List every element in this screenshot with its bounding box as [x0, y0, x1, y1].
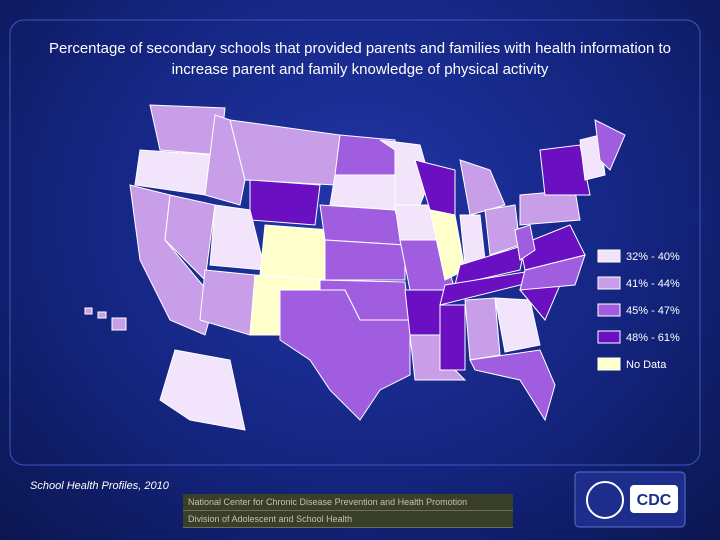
- panel: [9, 19, 701, 466]
- legend-label: 45% - 47%: [626, 305, 680, 317]
- footer: National Center for Chronic Disease Prev…: [183, 494, 513, 528]
- logo: CDC: [574, 471, 686, 528]
- legend-swatch: [597, 357, 621, 371]
- legend: 32% - 40% 41% - 44% 45% - 47% 48% - 61% No D…: [597, 249, 680, 371]
- legend-label: 32% - 40%: [626, 251, 680, 263]
- legend-swatch: [597, 249, 621, 263]
- legend-swatch: [597, 330, 621, 344]
- legend-swatch: [597, 276, 621, 290]
- legend-swatch: [597, 303, 621, 317]
- title: Percentage of secondary schools that pro…: [48, 40, 672, 78]
- footer-line: Division of Adolescent and School Health: [183, 511, 513, 528]
- logo-text: CDC: [637, 492, 672, 509]
- legend-label: 48% - 61%: [626, 332, 680, 344]
- legend-label: No Data: [626, 359, 667, 371]
- us-states: [84, 104, 626, 431]
- source: School Health Profiles, 2010: [30, 480, 169, 492]
- legend-label: 41% - 44%: [626, 278, 680, 290]
- footer-line: National Center for Chronic Disease Prev…: [183, 494, 513, 511]
